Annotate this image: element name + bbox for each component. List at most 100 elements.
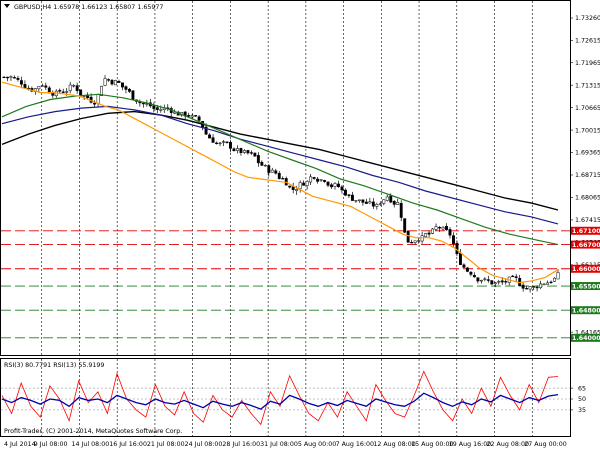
rsi-level-label: 65 xyxy=(578,385,586,392)
candle-body xyxy=(204,126,208,135)
candle-body xyxy=(417,240,421,242)
time-label: 21 Jul 08:00 xyxy=(147,441,185,448)
candle-body xyxy=(483,278,487,280)
price-tick-label: 1.68065 xyxy=(575,195,600,202)
candle-body xyxy=(330,184,333,188)
footer-copyright: Profit-Trader, (C) 2001-2014, MetaQuotes… xyxy=(4,428,182,435)
candle-body xyxy=(127,88,131,92)
candle-body xyxy=(375,204,379,207)
candle-body xyxy=(291,186,295,190)
candle-body xyxy=(420,235,424,242)
candle-body xyxy=(549,281,553,284)
candle-body xyxy=(399,203,403,218)
price-tick-label: 1.71315 xyxy=(575,82,600,89)
candle-body xyxy=(72,85,76,87)
candle-body xyxy=(382,199,386,204)
candle-body xyxy=(270,169,274,173)
candle-body xyxy=(281,178,285,180)
candle-body xyxy=(392,200,396,205)
price-tick-label: 1.70665 xyxy=(575,105,600,112)
candle-body xyxy=(455,242,459,254)
candle-body xyxy=(103,78,107,86)
candle-body xyxy=(476,277,480,282)
price-tick-label: 1.72615 xyxy=(575,37,600,44)
candle-body xyxy=(65,91,69,93)
candle-body xyxy=(493,282,497,285)
candle-body xyxy=(242,150,246,153)
candle-body xyxy=(51,93,55,96)
candle-body xyxy=(424,233,428,237)
candle-body xyxy=(378,203,382,205)
candle-body xyxy=(229,142,232,149)
candle-body xyxy=(389,195,393,203)
time-label: 4 Jul 2014 xyxy=(4,441,36,448)
time-label: 12 Aug 08:00 xyxy=(373,441,415,448)
candle-body xyxy=(361,199,365,203)
candle-body xyxy=(159,109,163,111)
candle-body xyxy=(403,218,407,233)
time-label: 16 Jul 16:00 xyxy=(109,441,147,448)
time-label: 31 Jul 08:00 xyxy=(260,441,298,448)
moving-average-mid xyxy=(1,93,559,246)
rsi-level-label: 50 xyxy=(578,396,586,403)
candle-body xyxy=(500,280,504,283)
candle-body xyxy=(479,279,483,282)
candle-body xyxy=(117,81,121,83)
candle-body xyxy=(337,183,340,188)
candle-body xyxy=(16,77,20,80)
price-tick-label: 1.69365 xyxy=(575,150,600,157)
candle-body xyxy=(19,80,23,85)
candle-body xyxy=(458,252,462,265)
candle-body xyxy=(114,80,117,86)
candle-body xyxy=(396,202,400,205)
time-label: 19 Aug 16:00 xyxy=(449,441,491,448)
candle-body xyxy=(263,164,267,167)
rsi-3-line xyxy=(1,370,559,426)
candle-body xyxy=(239,148,243,153)
candle-body xyxy=(152,105,156,109)
candle-body xyxy=(553,277,556,282)
candle-body xyxy=(441,227,445,230)
price-level-label: 1.65500 xyxy=(572,283,600,290)
candle-body xyxy=(197,116,201,121)
candle-body xyxy=(288,185,292,188)
candle-body xyxy=(472,274,476,278)
time-label: 14 Jul 08:00 xyxy=(71,441,109,448)
candle-body xyxy=(413,240,417,243)
moving-average-slow xyxy=(1,105,559,225)
candle-body xyxy=(364,201,368,204)
candle-body xyxy=(187,115,191,117)
candle-body xyxy=(6,76,9,79)
symbol-triangle-icon xyxy=(4,4,10,8)
candle-body xyxy=(121,82,124,88)
candle-body xyxy=(305,181,309,186)
candle-body xyxy=(249,152,253,154)
candle-body xyxy=(274,170,278,174)
price-tick-label: 1.64165 xyxy=(575,329,600,336)
candle-body xyxy=(190,115,194,118)
price-level-tag xyxy=(571,264,600,273)
candle-body xyxy=(465,267,469,272)
price-tick-label: 1.70015 xyxy=(575,127,600,134)
candle-body xyxy=(145,103,149,105)
candle-body xyxy=(490,280,494,285)
candle-body xyxy=(525,288,529,290)
candle-body xyxy=(44,85,48,88)
candle-body xyxy=(514,276,518,278)
candle-body xyxy=(546,282,549,285)
time-label: 7 Aug 16:00 xyxy=(336,441,374,448)
time-label: 15 Aug 00:00 xyxy=(411,441,453,448)
price-level-label: 1.66000 xyxy=(572,266,600,273)
price-level-tags: 1.67100 1.66700 1.66000 1.65500 1.64800 1.640… xyxy=(571,226,600,342)
candle-body xyxy=(232,148,236,152)
candle-body xyxy=(448,229,452,236)
candle-body xyxy=(277,172,281,179)
candle-body xyxy=(40,85,44,87)
candle-body xyxy=(350,194,354,201)
candle-body xyxy=(469,271,473,275)
candle-body xyxy=(319,179,323,181)
candle-body xyxy=(173,111,177,114)
candle-body xyxy=(357,199,361,201)
candle-body xyxy=(385,196,389,201)
candle-body xyxy=(326,181,330,186)
